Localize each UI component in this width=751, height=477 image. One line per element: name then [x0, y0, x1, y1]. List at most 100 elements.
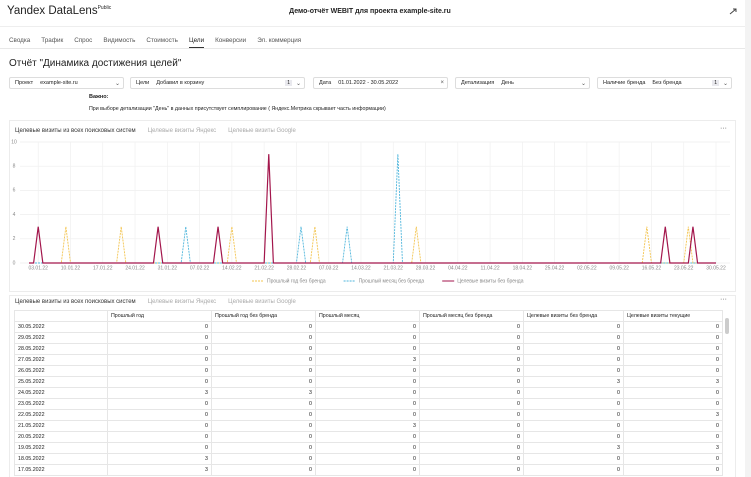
value-cell: 0 [315, 431, 420, 443]
widget-tab[interactable]: Целевые визиты Google [228, 299, 296, 305]
widget-tab[interactable]: Целевые визиты из всех поисковых систем [15, 299, 136, 305]
filter-label: Проект [15, 80, 34, 86]
value-cell: 0 [211, 332, 316, 344]
date-cell: 26.05.2022 [14, 365, 108, 377]
widget-tab[interactable]: Целевые визиты Яндекс [147, 128, 217, 134]
page-scrollbar[interactable] [745, 0, 751, 477]
data-table: Прошлый год Прошлый год без бренда Прошлый… [14, 310, 723, 476]
widget-tabs: Целевые визиты из всех поисковых систем Ц… [15, 128, 296, 134]
value-cell: 0 [419, 376, 524, 388]
tab[interactable]: Цели [188, 37, 205, 48]
value-cell: 0 [623, 343, 723, 355]
value-cell: 0 [211, 453, 316, 465]
widget-tab[interactable]: Целевые визиты из всех поисковых систем [15, 128, 136, 134]
badge: Public [97, 5, 112, 12]
chevron: ⌄ [114, 80, 120, 87]
value-cell: 0 [107, 431, 212, 443]
tab[interactable]: Сводка [9, 37, 31, 44]
header-cell: Целевые визиты без бренда [523, 310, 624, 322]
y-tick-label: 4 [13, 212, 16, 218]
date-cell: 19.05.2022 [14, 442, 108, 454]
x-tick-label: 25.04.22 [545, 265, 565, 271]
value-cell: 0 [523, 343, 624, 355]
tab[interactable]: Спрос [74, 37, 93, 44]
divider [0, 48, 745, 49]
chevron: ⌄ [295, 80, 301, 87]
value-cell: 0 [211, 409, 316, 421]
menu[interactable]: ··· [720, 296, 727, 303]
value-cell: 0 [419, 321, 524, 333]
table-row: 21.05.2022 0 0 3 0 0 0 [14, 420, 723, 432]
menu[interactable]: ··· [720, 125, 727, 132]
table-row: 19.05.2022 0 0 0 0 3 3 [14, 442, 723, 454]
x-tick-label: 18.04.22 [513, 265, 533, 271]
x-tick-label: 10.01.22 [61, 265, 81, 271]
value-cell: 0 [315, 332, 420, 344]
value-cell: 0 [623, 365, 723, 377]
tab[interactable]: Стоимость [146, 37, 178, 44]
value-cell: 0 [419, 409, 524, 421]
filter[interactable]: Детализация День ⌄ [455, 77, 590, 89]
filter-value: example-site.ru [40, 80, 78, 86]
value-cell: 0 [211, 354, 316, 366]
tab[interactable]: Трафик [41, 37, 64, 44]
table-row: 23.05.2022 0 0 0 0 0 0 [14, 398, 723, 410]
value-cell: 0 [211, 431, 316, 443]
date-cell: 22.05.2022 [14, 409, 108, 421]
logo-text: Yandex DataLens [7, 5, 98, 17]
widget-tab[interactable]: Целевые визиты Яндекс [147, 299, 217, 305]
value-cell: 0 [107, 354, 212, 366]
value-cell: 0 [623, 420, 723, 432]
y-tick-label: 10 [11, 139, 17, 145]
table-row: 24.05.2022 3 3 0 0 0 0 [14, 387, 723, 399]
tab[interactable]: Эл. коммерция [257, 37, 302, 44]
filter-value: Без бренда [652, 80, 682, 86]
tab[interactable]: Видимость [103, 37, 136, 44]
share-icon[interactable] [728, 7, 738, 17]
filter-count: 1 [712, 80, 719, 86]
filter[interactable]: Дата 01.01.2022 - 30.05.2022 × [313, 77, 448, 89]
series-line [29, 154, 716, 264]
table-row: 25.05.2022 0 0 0 0 3 3 [14, 376, 723, 388]
header-row: Прошлый год Прошлый год без бренда Прошлый… [14, 310, 723, 322]
filter[interactable]: Цели Добавил в корзину 1 ⌄ [130, 77, 305, 89]
logo[interactable]: Yandex DataLensPublic [7, 5, 111, 17]
value-cell: 0 [315, 453, 420, 465]
header-cell: Прошлый месяц без бренда [419, 310, 524, 322]
date-cell: 21.05.2022 [14, 420, 108, 432]
value-cell: 0 [523, 321, 624, 333]
filter-value: Добавил в корзину [156, 80, 205, 86]
x-tick-label: 07.02.22 [190, 265, 210, 271]
legend-label[interactable]: Прошлый год без бренда [267, 277, 326, 284]
table-row: 28.05.2022 0 0 0 0 0 0 [14, 343, 723, 355]
value-cell: 0 [523, 464, 624, 476]
value-cell: 0 [107, 321, 212, 333]
legend-label[interactable]: Целевые визиты без бренда [457, 278, 524, 284]
table-row: 27.05.2022 0 0 3 0 0 0 [14, 354, 723, 366]
divider [0, 26, 745, 27]
widget-tab[interactable]: Целевые визиты Google [228, 128, 296, 134]
header-cell: Прошлый месяц [315, 310, 420, 322]
value-cell: 0 [315, 398, 420, 410]
value-cell: 0 [523, 409, 624, 421]
table-row: 30.05.2022 0 0 0 0 0 0 [14, 321, 723, 333]
filter[interactable]: Проект example-site.ru ⌄ [9, 77, 124, 89]
header-cell: Целевые визиты текущие [623, 310, 723, 322]
value-cell: 0 [623, 431, 723, 443]
x-tick-label: 23.05.22 [674, 265, 694, 271]
value-cell: 0 [107, 409, 212, 421]
value-cell: 0 [107, 343, 212, 355]
value-cell: 0 [315, 442, 420, 454]
value-cell: 0 [315, 409, 420, 421]
scrollbar[interactable] [725, 318, 729, 334]
x-tick-label: 07.03.22 [319, 265, 339, 271]
header-cell [14, 310, 108, 322]
filter[interactable]: Наличие бренда Без бренда 1 ⌄ [597, 77, 732, 89]
tab[interactable]: Конверсии [215, 37, 247, 44]
legend-label[interactable]: Прошлый месяц без бренда [359, 277, 425, 284]
filter-label: Наличие бренда [603, 80, 646, 86]
value-cell: 3 [623, 442, 723, 454]
value-cell: 0 [419, 365, 524, 377]
value-cell: 0 [315, 376, 420, 388]
value-cell: 0 [419, 343, 524, 355]
